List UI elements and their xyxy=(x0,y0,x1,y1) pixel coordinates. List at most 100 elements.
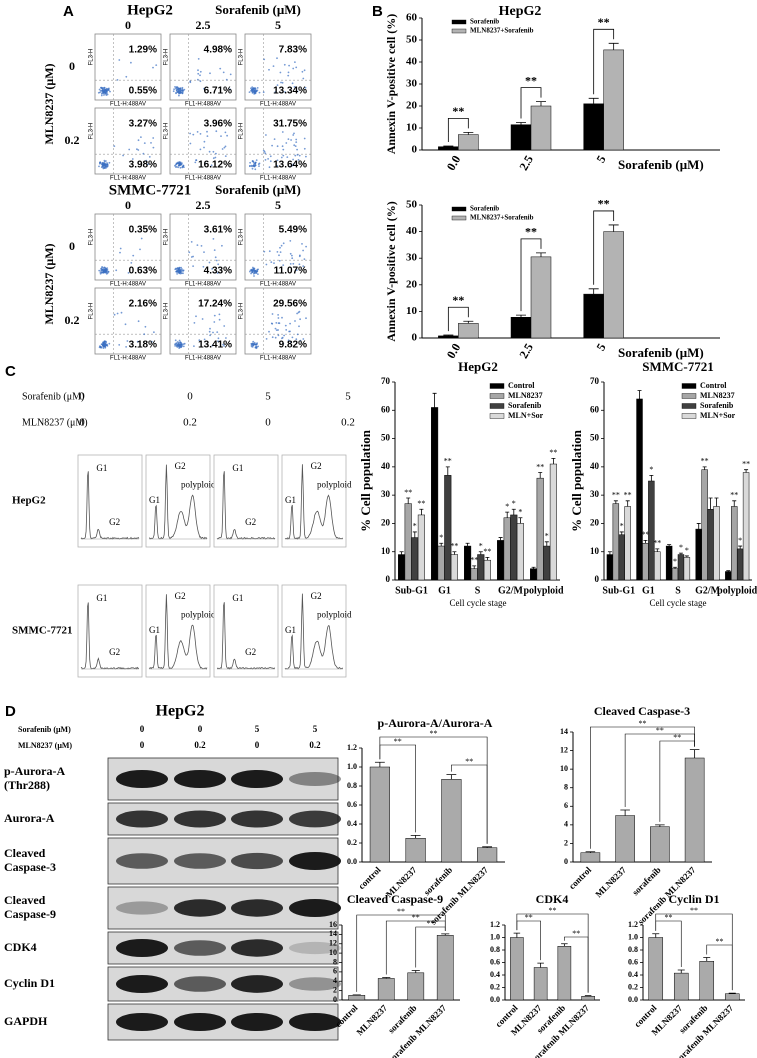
y-tick-label: 1.0 xyxy=(628,932,638,941)
event-dot xyxy=(271,313,274,315)
bar xyxy=(603,231,624,339)
event-dot xyxy=(192,265,195,267)
event-dot xyxy=(292,134,295,136)
event-dot xyxy=(254,272,256,274)
band-label: p-Aurora-A xyxy=(4,764,65,778)
upper-percentage: 4.98% xyxy=(204,45,232,56)
error-bar xyxy=(703,957,711,962)
event-dot xyxy=(178,88,181,91)
error-bar xyxy=(535,101,546,106)
y-axis-label: Annexin V-positive cell (%) xyxy=(384,201,398,342)
event-dot xyxy=(109,90,111,93)
event-dot xyxy=(199,80,202,83)
event-dot xyxy=(291,254,293,257)
legend-label: MLN8237+Sorafenib xyxy=(470,214,534,222)
event-dot xyxy=(217,263,220,266)
event-dot xyxy=(152,66,154,69)
peak-label: polyploid xyxy=(317,609,352,619)
event-dot xyxy=(195,315,197,318)
blot-band xyxy=(289,977,341,991)
bar xyxy=(436,935,454,1001)
event-dot xyxy=(132,254,135,257)
histogram-frame xyxy=(77,584,143,678)
event-dot xyxy=(229,88,231,91)
error-bar xyxy=(544,541,549,547)
x-axis-label: Sorafenib (μM) xyxy=(618,157,704,172)
error-bar xyxy=(584,995,592,997)
significance-mark: ** xyxy=(536,462,544,471)
bar xyxy=(477,554,485,581)
row-header: 0 xyxy=(69,239,75,253)
bar xyxy=(441,779,462,863)
error-bar xyxy=(382,977,391,979)
histogram-curve xyxy=(80,602,140,670)
event-dot xyxy=(285,329,288,331)
event-dot xyxy=(177,343,180,346)
event-dot xyxy=(271,336,274,339)
x-tick-label: S xyxy=(475,585,481,596)
event-dot xyxy=(278,322,281,325)
bar xyxy=(407,972,425,1001)
event-dot xyxy=(105,166,108,168)
error-bar xyxy=(655,824,665,827)
significance-mark: ** xyxy=(742,460,750,469)
blot-band xyxy=(289,899,341,917)
bar xyxy=(510,937,524,1001)
column-header: 5 xyxy=(275,18,281,32)
event-dot xyxy=(262,91,265,94)
event-dot xyxy=(265,263,268,266)
y-tick-label: 70 xyxy=(381,376,391,386)
event-dot xyxy=(278,254,280,257)
y-tick-label: 40 xyxy=(406,225,418,237)
legend-swatch xyxy=(681,383,697,389)
event-dot xyxy=(265,338,268,340)
event-dot xyxy=(212,150,215,153)
y-axis-label: % Cell population xyxy=(569,429,584,532)
y-tick-label: 30 xyxy=(381,489,391,499)
event-dot xyxy=(279,71,282,74)
event-dot xyxy=(224,145,227,148)
bar xyxy=(510,124,532,151)
event-dot xyxy=(136,148,138,151)
chart-title: Cleaved Caspase-3 xyxy=(594,704,690,718)
event-dot xyxy=(215,152,217,155)
significance-label: ** xyxy=(665,913,673,922)
event-dot xyxy=(175,86,178,89)
bar xyxy=(618,534,625,581)
event-dot xyxy=(108,342,111,345)
event-dot xyxy=(291,336,294,339)
bar xyxy=(654,551,661,581)
event-dot xyxy=(177,166,180,169)
bar xyxy=(581,996,595,1001)
upper-percentage: 2.16% xyxy=(129,299,157,310)
treatment-value: 0.2 xyxy=(194,740,206,750)
event-dot xyxy=(254,346,257,349)
legend-swatch xyxy=(451,215,467,221)
event-dot xyxy=(301,243,303,245)
cell-line-title: SMMC-7721 xyxy=(109,182,192,198)
event-dot xyxy=(305,317,307,320)
y-tick-label: 20 xyxy=(406,100,418,112)
error-bar xyxy=(607,551,612,555)
bar xyxy=(437,545,445,581)
blot-band xyxy=(289,941,341,955)
significance-bracket xyxy=(451,764,488,844)
event-dot xyxy=(296,333,299,336)
error-bar xyxy=(439,542,444,547)
upper-percentage: 0.35% xyxy=(129,225,157,236)
legend-swatch xyxy=(451,19,467,25)
error-bar xyxy=(637,390,642,399)
bar xyxy=(683,557,691,581)
event-dot xyxy=(155,64,158,66)
row-label: SMMC-7721 xyxy=(12,625,73,637)
error-bar xyxy=(412,531,417,538)
event-dot xyxy=(229,73,232,76)
lower-percentage: 13.41% xyxy=(198,340,232,351)
peak-label: G1 xyxy=(232,463,243,473)
event-dot xyxy=(177,162,180,165)
event-dot xyxy=(273,138,276,141)
y-tick-label: 0 xyxy=(412,144,418,156)
row-header: 0.2 xyxy=(65,133,80,147)
error-bar xyxy=(625,500,630,507)
error-bar xyxy=(441,933,450,936)
